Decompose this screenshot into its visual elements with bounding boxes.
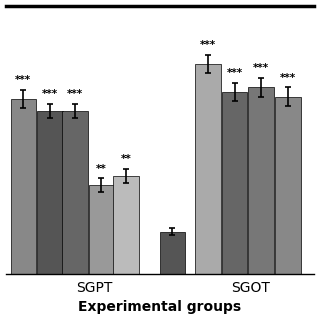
Bar	[11, 99, 36, 274]
Bar	[62, 111, 88, 274]
Bar	[275, 97, 300, 274]
Text: ***: ***	[42, 89, 58, 99]
Text: ***: ***	[253, 63, 269, 73]
Text: ***: ***	[280, 73, 296, 83]
Bar	[114, 176, 139, 274]
Bar	[195, 64, 221, 274]
Bar	[37, 111, 63, 274]
Text: ***: ***	[67, 89, 83, 99]
Text: ***: ***	[200, 40, 216, 50]
Text: **: **	[96, 164, 107, 173]
Text: ***: ***	[15, 75, 31, 85]
Bar	[222, 92, 247, 274]
Text: ***: ***	[227, 68, 243, 78]
Bar	[89, 185, 114, 274]
Text: **: **	[121, 154, 132, 164]
Bar	[160, 232, 185, 274]
X-axis label: Experimental groups: Experimental groups	[78, 300, 242, 315]
Bar	[248, 87, 274, 274]
